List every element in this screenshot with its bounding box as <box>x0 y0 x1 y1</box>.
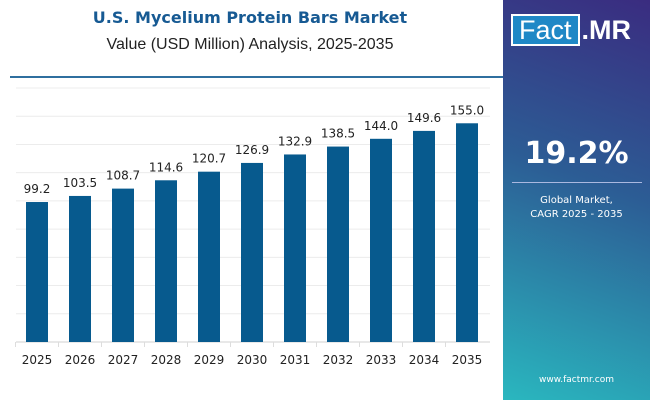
logo-fact: Fact <box>511 14 580 46</box>
x-tick-2031: 2031 <box>280 353 311 367</box>
bar-2025 <box>26 202 48 342</box>
x-tick-2034: 2034 <box>409 353 440 367</box>
bar-2030 <box>241 162 263 342</box>
x-tick-2033: 2033 <box>366 353 397 367</box>
x-tick-2027: 2027 <box>108 353 139 367</box>
logo-mr: .MR <box>581 14 632 45</box>
bar-2031 <box>284 154 306 342</box>
x-tick-2035: 2035 <box>452 353 483 367</box>
cagr-divider <box>512 182 642 183</box>
side-panel: Fact .MR 19.2% Global Market, CAGR 2025 - … <box>503 0 650 400</box>
value-label-2031: 132.9 <box>278 134 312 148</box>
value-label-2033: 144.0 <box>364 119 398 133</box>
x-tick-2029: 2029 <box>194 353 225 367</box>
bar-2027 <box>112 188 134 342</box>
bar-2029 <box>198 171 220 342</box>
bar-2028 <box>155 180 177 342</box>
value-label-2034: 149.6 <box>407 111 441 125</box>
value-label-2032: 138.5 <box>321 127 355 141</box>
x-tick-2030: 2030 <box>237 353 268 367</box>
value-label-2030: 126.9 <box>235 143 269 157</box>
value-label-2025: 99.2 <box>24 182 51 196</box>
website-url: www.factmr.com <box>538 375 614 385</box>
bar-2034 <box>413 130 435 342</box>
x-tick-2025: 2025 <box>22 353 53 367</box>
title-divider <box>10 76 505 78</box>
bar-chart: 99.2 2025 103.5 2026 108.7 2027 114.6 2028 120.7… <box>15 87 490 367</box>
cagr-value: 19.2% <box>524 136 629 171</box>
bar-2032 <box>327 146 349 342</box>
bar-2035 <box>456 123 478 343</box>
chart-title: U.S. Mycelium Protein Bars Market <box>92 8 408 27</box>
x-tick-2026: 2026 <box>65 353 96 367</box>
value-label-2029: 120.7 <box>192 152 226 166</box>
value-label-2026: 103.5 <box>63 176 97 190</box>
x-tick-2032: 2032 <box>323 353 354 367</box>
cagr-label-line1: Global Market, <box>540 195 613 206</box>
bar-2033 <box>370 138 392 342</box>
value-label-2028: 114.6 <box>149 160 183 174</box>
cagr-label-line2: CAGR 2025 - 2035 <box>530 209 623 220</box>
value-label-2027: 108.7 <box>106 169 140 183</box>
factmr-logo: Fact .MR <box>511 14 641 46</box>
x-tick-2028: 2028 <box>151 353 182 367</box>
bar-2026 <box>69 195 91 342</box>
value-label-2035: 155.0 <box>450 103 484 117</box>
cagr-label: Global Market, CAGR 2025 - 2035 <box>503 194 650 222</box>
chart-subtitle: Value (USD Million) Analysis, 2025-2035 <box>106 36 394 53</box>
